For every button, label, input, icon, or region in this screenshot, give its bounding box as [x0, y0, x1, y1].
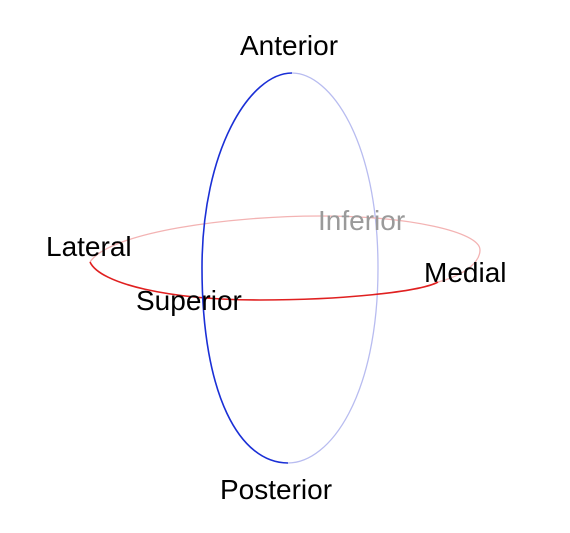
- label-medial: Medial: [424, 257, 506, 288]
- sagittal-ellipse-front-half: [201, 72, 293, 464]
- label-posterior: Posterior: [220, 474, 332, 505]
- transverse-ellipse-front-half: [89, 261, 439, 301]
- sagittal-ellipse-back-half: [287, 72, 379, 464]
- transverse-ellipse-back-half: [89, 215, 481, 283]
- label-inferior: Inferior: [318, 205, 405, 236]
- label-superior: Superior: [136, 285, 242, 316]
- label-lateral: Lateral: [46, 231, 132, 262]
- label-anterior: Anterior: [240, 30, 338, 61]
